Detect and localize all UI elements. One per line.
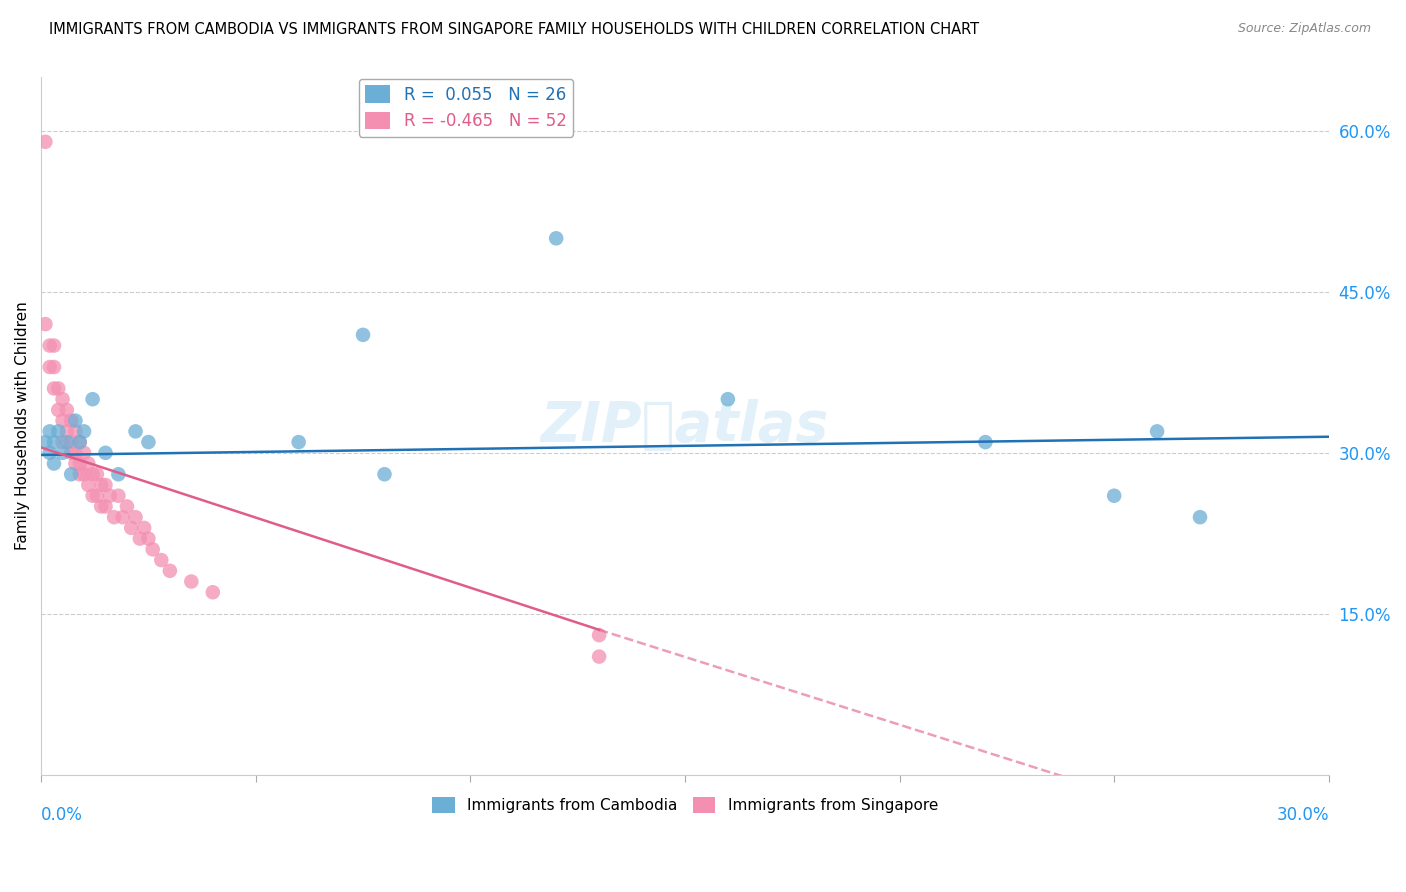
Point bbox=[86, 467, 108, 482]
Point bbox=[90, 478, 112, 492]
Point bbox=[65, 414, 87, 428]
Point bbox=[82, 467, 104, 482]
Point bbox=[56, 425, 79, 439]
Text: 0.0%: 0.0% bbox=[41, 806, 83, 824]
Text: Source: ZipAtlas.com: Source: ZipAtlas.com bbox=[1237, 22, 1371, 36]
Point bbox=[46, 403, 69, 417]
Point bbox=[103, 510, 125, 524]
Point bbox=[60, 414, 83, 428]
Point bbox=[373, 467, 395, 482]
Point bbox=[588, 649, 610, 664]
Point bbox=[65, 457, 87, 471]
Point bbox=[38, 338, 60, 352]
Point bbox=[52, 414, 75, 428]
Point bbox=[128, 532, 150, 546]
Point bbox=[94, 478, 117, 492]
Point bbox=[150, 553, 173, 567]
Point bbox=[60, 446, 83, 460]
Point bbox=[69, 467, 91, 482]
Point bbox=[65, 446, 87, 460]
Point bbox=[60, 435, 83, 450]
Point bbox=[107, 467, 129, 482]
Y-axis label: Family Households with Children: Family Households with Children bbox=[15, 301, 30, 550]
Point bbox=[34, 135, 56, 149]
Point bbox=[287, 435, 309, 450]
Point bbox=[138, 435, 160, 450]
Point bbox=[86, 489, 108, 503]
Point bbox=[138, 532, 160, 546]
Point bbox=[134, 521, 156, 535]
Point bbox=[69, 457, 91, 471]
Point bbox=[124, 510, 146, 524]
Point bbox=[38, 446, 60, 460]
Point bbox=[974, 435, 997, 450]
Point bbox=[52, 446, 75, 460]
Point bbox=[142, 542, 165, 557]
Point bbox=[52, 392, 75, 407]
Point bbox=[38, 425, 60, 439]
Point bbox=[1146, 425, 1168, 439]
Point bbox=[77, 478, 100, 492]
Point bbox=[180, 574, 202, 589]
Point bbox=[352, 327, 374, 342]
Text: 30.0%: 30.0% bbox=[1277, 806, 1329, 824]
Point bbox=[42, 382, 65, 396]
Point bbox=[90, 500, 112, 514]
Point bbox=[115, 500, 138, 514]
Point bbox=[107, 489, 129, 503]
Legend: R =  0.055   N = 26, R = -0.465   N = 52: R = 0.055 N = 26, R = -0.465 N = 52 bbox=[359, 78, 574, 136]
Point bbox=[120, 521, 142, 535]
Text: ZIPⓉatlas: ZIPⓉatlas bbox=[541, 399, 830, 453]
Point bbox=[159, 564, 181, 578]
Point bbox=[1102, 489, 1125, 503]
Point bbox=[34, 317, 56, 331]
Point bbox=[98, 489, 121, 503]
Point bbox=[73, 425, 96, 439]
Point bbox=[42, 457, 65, 471]
Text: IMMIGRANTS FROM CAMBODIA VS IMMIGRANTS FROM SINGAPORE FAMILY HOUSEHOLDS WITH CHI: IMMIGRANTS FROM CAMBODIA VS IMMIGRANTS F… bbox=[49, 22, 980, 37]
Point bbox=[717, 392, 740, 407]
Point bbox=[69, 435, 91, 450]
Point bbox=[42, 435, 65, 450]
Point bbox=[82, 392, 104, 407]
Point bbox=[546, 231, 568, 245]
Point bbox=[1188, 510, 1211, 524]
Point bbox=[46, 425, 69, 439]
Point bbox=[65, 425, 87, 439]
Point bbox=[124, 425, 146, 439]
Point bbox=[56, 403, 79, 417]
Point bbox=[38, 359, 60, 374]
Point bbox=[42, 359, 65, 374]
Point bbox=[69, 435, 91, 450]
Point bbox=[82, 489, 104, 503]
Point bbox=[77, 457, 100, 471]
Point bbox=[52, 435, 75, 450]
Point bbox=[73, 446, 96, 460]
Point bbox=[201, 585, 224, 599]
Point bbox=[56, 435, 79, 450]
Point bbox=[46, 382, 69, 396]
Point bbox=[60, 467, 83, 482]
Point bbox=[34, 435, 56, 450]
Point bbox=[111, 510, 134, 524]
Point bbox=[73, 467, 96, 482]
Point bbox=[588, 628, 610, 642]
Point bbox=[94, 446, 117, 460]
Point bbox=[42, 338, 65, 352]
Point bbox=[94, 500, 117, 514]
